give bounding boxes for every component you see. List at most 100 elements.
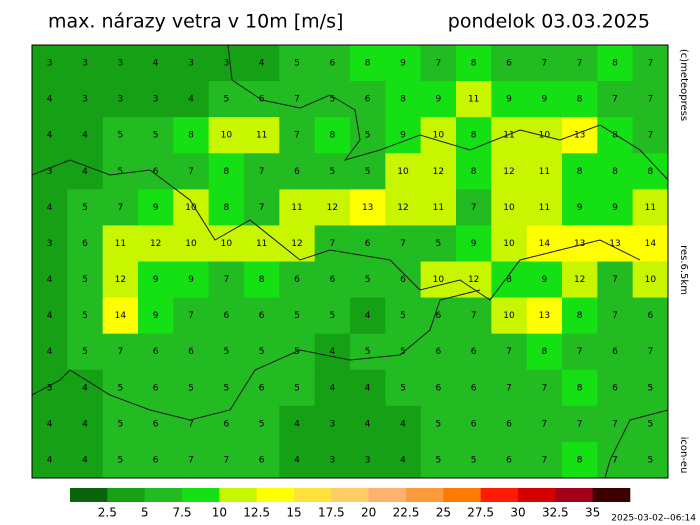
grid-cell [385, 405, 422, 443]
cell-value: 4 [82, 383, 88, 393]
cell-value: 4 [188, 95, 194, 105]
cell-value: 4 [47, 455, 53, 465]
cell-value: 7 [577, 347, 583, 357]
cell-value: 6 [294, 275, 300, 285]
grid-cell [244, 333, 280, 371]
grid-cell [385, 369, 422, 407]
cell-value: 5 [329, 95, 335, 105]
cell-value: 4 [47, 419, 53, 429]
cell-value: 9 [577, 203, 583, 213]
grid-cell [526, 117, 563, 154]
grid-cell [208, 297, 245, 335]
grid-cell [208, 333, 245, 371]
cell-value: 6 [647, 311, 653, 321]
grid-cell [314, 117, 351, 154]
cell-value: 6 [294, 167, 300, 177]
grid-cell [491, 333, 528, 371]
cell-value: 4 [82, 419, 88, 429]
cell-value: 7 [506, 347, 512, 357]
grid-cell [67, 153, 104, 190]
grid-cell [67, 225, 104, 262]
cell-value: 5 [294, 311, 300, 321]
grid-cell [491, 441, 528, 479]
cell-value: 9 [400, 131, 406, 141]
cell-value: 10 [503, 239, 515, 249]
cell-value: 10 [221, 131, 233, 141]
cell-value: 7 [223, 275, 229, 285]
grid-cell [350, 333, 386, 371]
grid-cell [632, 333, 669, 371]
colorbar-label: 22.5 [393, 506, 420, 520]
grid-cell [456, 441, 492, 479]
grid-cell [138, 117, 174, 154]
grid-cell [314, 297, 351, 335]
grid-cell [526, 81, 563, 118]
cell-value: 6 [506, 59, 512, 69]
grid-cell [526, 297, 563, 335]
grid-cell [173, 81, 210, 118]
cell-value: 6 [471, 383, 477, 393]
cell-value: 10 [645, 275, 657, 285]
cell-value: 5 [117, 455, 123, 465]
cell-value: 3 [223, 59, 229, 69]
cell-value: 11 [291, 203, 302, 213]
grid-cell [208, 189, 245, 226]
cell-value: 5 [188, 383, 194, 393]
cell-value: 14 [645, 239, 657, 249]
cell-value: 9 [153, 311, 159, 321]
cell-value: 5 [329, 311, 335, 321]
cell-value: 5 [647, 419, 653, 429]
cell-value: 12 [574, 275, 585, 285]
colorbar-label: 5 [141, 506, 149, 520]
grid-cell [385, 225, 422, 262]
grid-cell [173, 333, 210, 371]
grid-cell [138, 441, 174, 479]
cell-value: 9 [541, 275, 547, 285]
grid-cell [385, 261, 422, 299]
cell-value: 11 [256, 239, 267, 249]
grid-cell [562, 225, 598, 262]
grid-cell [632, 297, 669, 335]
grid-cell [526, 189, 563, 226]
grid-cell [456, 45, 492, 82]
cell-value: 8 [223, 167, 229, 177]
cell-value: 3 [117, 59, 123, 69]
grid-cell [67, 81, 104, 118]
cell-value: 4 [294, 419, 300, 429]
cell-value: 8 [577, 455, 583, 465]
cell-value: 5 [647, 455, 653, 465]
colorbar-swatch [182, 488, 220, 502]
cell-value: 5 [435, 419, 441, 429]
cell-value: 7 [612, 311, 618, 321]
cell-value: 5 [117, 419, 123, 429]
cell-value: 8 [612, 59, 618, 69]
cell-value: 5 [223, 383, 229, 393]
grid-cell [385, 45, 422, 82]
cell-value: 6 [82, 239, 88, 249]
grid-cell [314, 153, 351, 190]
grid-cell [32, 333, 68, 371]
grid-cell [491, 261, 528, 299]
grid-cell [420, 225, 457, 262]
grid-cell [632, 189, 669, 226]
cell-value: 6 [435, 383, 441, 393]
colorbar-swatch [107, 488, 145, 502]
grid-cell [350, 261, 386, 299]
cell-value: 6 [188, 347, 194, 357]
grid-cell [32, 45, 68, 82]
cell-value: 10 [433, 275, 445, 285]
cell-value: 5 [259, 347, 265, 357]
cell-value: 7 [188, 455, 194, 465]
cell-value: 7 [471, 311, 477, 321]
grid-cell [314, 261, 351, 299]
cell-value: 11 [645, 203, 656, 213]
grid-cell [208, 117, 245, 154]
grid-cell [102, 297, 139, 335]
grid-cell [632, 153, 669, 190]
cell-value: 7 [541, 383, 547, 393]
cell-value: 7 [259, 167, 265, 177]
grid-cell [526, 369, 563, 407]
grid-cell [279, 297, 316, 335]
grid-cell [279, 81, 316, 118]
cell-value: 11 [539, 167, 550, 177]
